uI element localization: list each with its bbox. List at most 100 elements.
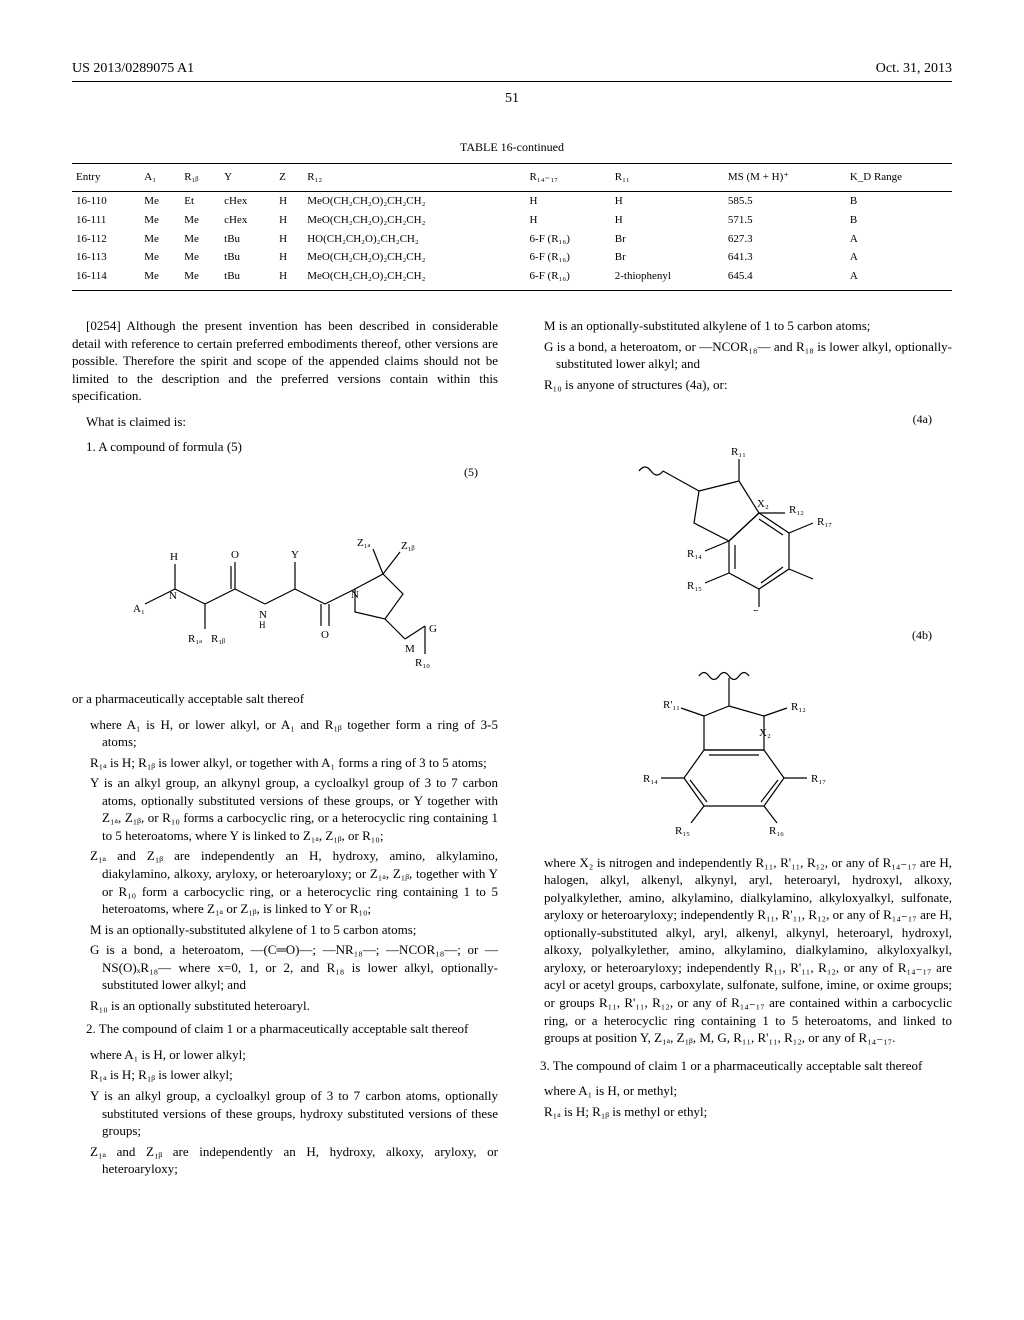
formula-4a-structure: R₁₁ X₂ R₁₂ R₁₄ R₁₇ R₁₅ R₁₆ [609,441,869,611]
patent-number: US 2013/0289075 A1 [72,60,194,79]
svg-text:A₁: A₁ [133,603,145,615]
svg-text:R₁₄: R₁₄ [687,548,702,560]
svg-text:R₁₇: R₁₇ [817,516,832,528]
table-cell: cHex [220,211,275,230]
svg-text:R₁₀: R₁₀ [415,657,430,669]
table-row: 16-113MeMetBuHMeO(CH₂CH₂O)₂CH₂CH₂6-F (R₁… [72,248,952,267]
table-cell: 585.5 [724,191,846,210]
table-cell: 627.3 [724,230,846,249]
col-r11: R₁₁ [611,163,724,191]
table-cell: A [846,230,952,249]
table-cell: MeO(CH₂CH₂O)₂CH₂CH₂ [303,267,525,290]
claim-sub-item: Y is an alkyl group, a cycloalkyl group … [72,1087,498,1140]
svg-text:R₁₇: R₁₇ [811,773,826,785]
col-entry: Entry [72,163,140,191]
svg-text:X₂: X₂ [759,727,771,739]
table-row: 16-111MeMecHexHMeO(CH₂CH₂O)₂CH₂CH₂HH571.… [72,211,952,230]
table-cell: Me [140,191,180,210]
table-caption: TABLE 16-continued [72,139,952,155]
svg-text:Y: Y [291,549,299,561]
page-number: 51 [72,90,952,109]
table-cell: H [526,211,611,230]
svg-text:H: H [170,551,178,563]
table-cell: Br [611,248,724,267]
table-cell: cHex [220,191,275,210]
right-column: M is an optionally-substituted alkylene … [526,317,952,1181]
formula-5-label: (5) [72,464,498,480]
table-cell: A [846,248,952,267]
svg-text:N: N [351,589,359,601]
table-cell: B [846,191,952,210]
table-cell: Me [140,230,180,249]
svg-text:Z₁ᵦ: Z₁ᵦ [401,540,415,552]
svg-text:R₁ᵦ: R₁ᵦ [211,633,225,645]
svg-text:R₁₅: R₁₅ [675,825,690,837]
svg-text:R₁₆: R₁₆ [769,825,784,837]
claim-sub-item: R₁₀ is anyone of structures (4a), or: [526,376,952,394]
table-cell: H [275,191,303,210]
table-cell: tBu [220,267,275,290]
col-a1: A₁ [140,163,180,191]
claim-3-intro: 3. The compound of claim 1 or a pharmace… [526,1057,952,1075]
table-cell: A [846,267,952,290]
col-kd: K_D Range [846,163,952,191]
claim-sub-item: Z₁ₐ and Z₁ᵦ are independently an H, hydr… [72,1143,498,1178]
table-cell: Me [180,211,220,230]
svg-text:R₁₂: R₁₂ [791,701,806,713]
table-row: 16-110MeEtcHexHMeO(CH₂CH₂O)₂CH₂CH₂HH585.… [72,191,952,210]
col-ms: MS (M + H)⁺ [724,163,846,191]
page-header: US 2013/0289075 A1 Oct. 31, 2013 [72,60,952,82]
col-r12: R₁₂ [303,163,525,191]
claim-sub-item: G is a bond, a heteroatom, or —NCOR₁₈— a… [526,338,952,373]
svg-text:R₁₅: R₁₅ [687,580,702,592]
svg-text:R₁₁: R₁₁ [731,446,746,458]
claim-sub-item: Z₁ₐ and Z₁ᵦ are independently an H, hydr… [72,847,498,917]
svg-text:X₂: X₂ [757,498,769,510]
col-r1b: R₁ᵦ [180,163,220,191]
table-cell: H [275,248,303,267]
where-x2-para: where X₂ is nitrogen and independently R… [526,854,952,1047]
formula-4a-label: (4a) [526,411,952,427]
table-cell: B [846,211,952,230]
compound-table: Entry A₁ R₁ᵦ Y Z R₁₂ R₁₄₋₁₇ R₁₁ MS (M + … [72,163,952,291]
claim-sub-item: M is an optionally-substituted alkylene … [526,317,952,335]
table-cell: H [275,267,303,290]
table-row: 16-112MeMetBuHHO(CH₂CH₂O)₂CH₂CH₂6-F (R₁₆… [72,230,952,249]
table-cell: tBu [220,248,275,267]
what-claimed: What is claimed is: [72,413,498,431]
claim-sub-item: where A₁ is H, or methyl; [526,1082,952,1100]
table-cell: 641.3 [724,248,846,267]
svg-text:R₁ₐ: R₁ₐ [188,633,202,645]
claim-1-tail: or a pharmaceutically acceptable salt th… [72,690,498,708]
publication-date: Oct. 31, 2013 [876,60,952,79]
formula-4b-label: (4b) [526,627,952,643]
formula-4b-structure: R'₁₁ X₂ R₁₂ R₁₄ R₁₇ R₁₅ R₁₆ [609,658,869,838]
claim-sub-item: M is an optionally-substituted alkylene … [72,921,498,939]
claim-sub-item: R₁₀ is an optionally substituted heteroa… [72,997,498,1015]
table-cell: H [611,191,724,210]
table-cell: Me [140,267,180,290]
svg-text:N: N [169,590,177,602]
claim-sub-item: R₁ₐ is H; R₁ᵦ is methyl or ethyl; [526,1103,952,1121]
table-cell: H [611,211,724,230]
svg-text:R₁₄: R₁₄ [643,773,658,785]
table-cell: 571.5 [724,211,846,230]
svg-text:H: H [259,620,266,630]
table-cell: Me [180,248,220,267]
table-cell: Me [180,267,220,290]
table-row: 16-114MeMetBuHMeO(CH₂CH₂O)₂CH₂CH₂6-F (R₁… [72,267,952,290]
table-cell: 16-114 [72,267,140,290]
table-cell: 6-F (R₁₆) [526,248,611,267]
table-cell: MeO(CH₂CH₂O)₂CH₂CH₂ [303,211,525,230]
table-cell: 2-thiophenyl [611,267,724,290]
table-cell: 16-111 [72,211,140,230]
col-z: Z [275,163,303,191]
claim-sub-item: where A₁ is H, or lower alkyl; [72,1046,498,1064]
col-y: Y [220,163,275,191]
table-cell: tBu [220,230,275,249]
table-cell: H [275,211,303,230]
table-cell: 16-112 [72,230,140,249]
table-cell: Me [180,230,220,249]
svg-text:R₁₆: R₁₆ [753,609,767,611]
svg-text:O: O [321,629,329,641]
